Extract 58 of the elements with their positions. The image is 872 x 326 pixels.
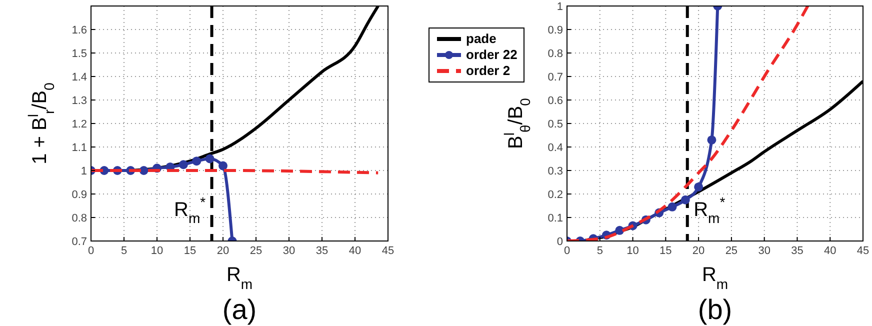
y-tick-label: 1: [80, 166, 87, 178]
x-tick-label: 25: [250, 245, 262, 257]
x-tick-label: 20: [216, 245, 230, 257]
x-tick-label: 35: [791, 245, 804, 257]
x-tick-label: 5: [596, 245, 603, 257]
x-tick-label: 40: [348, 245, 362, 257]
point: [139, 166, 148, 175]
x-tick-label: 45: [856, 245, 870, 257]
x-tick-label: 15: [184, 245, 196, 257]
x-axis-title: R$_{m}$: [702, 264, 728, 292]
x-tick-label: 40: [824, 245, 836, 257]
x-tick-label: 0: [88, 245, 94, 257]
y-tick-label: 0.2: [548, 189, 563, 201]
y-tick-label: 1: [556, 1, 563, 13]
y-tick-label: 0.7: [548, 72, 563, 84]
x-tick-label: 5: [120, 245, 128, 257]
x-tick-label: 20: [692, 245, 705, 257]
y-tick-label: 0.3: [548, 166, 563, 178]
x-tick-label: 10: [626, 245, 639, 257]
text: (b): [698, 294, 732, 325]
y-tick-label: 0.9: [72, 189, 87, 201]
y-tick-label: 0.4: [548, 142, 563, 154]
point: [615, 226, 624, 235]
legend-label: pade: [466, 31, 496, 46]
x-tick-label: 35: [316, 245, 328, 257]
y-tick-label: 1.1: [72, 142, 87, 154]
point: [668, 202, 677, 212]
x-tick-label: 15: [660, 245, 672, 257]
y-tick-label: 0.9: [548, 24, 563, 36]
x-tick-label: 25: [725, 245, 738, 257]
y-tick-label: 0: [556, 236, 563, 248]
legend-label: order 2: [466, 63, 510, 78]
text: (a): [222, 294, 257, 325]
y-tick-label: 1.5: [72, 48, 87, 60]
line-series: [567, 6, 810, 241]
x-tick-label: 10: [150, 245, 164, 257]
x-tick-label: 30: [758, 245, 770, 257]
y-tick-label: 1.4: [72, 72, 87, 84]
y-tick-label: 0.1: [548, 212, 563, 224]
y-tick-label: 0.6: [548, 95, 563, 107]
point: [680, 195, 690, 204]
y-tick-label: 1.3: [72, 95, 87, 107]
x-axis-title: R$_{m}$: [226, 264, 253, 292]
y-tick-label: 1.2: [72, 118, 87, 130]
point: [694, 182, 704, 192]
legend-label: order 22: [466, 47, 518, 62]
point: [178, 160, 188, 170]
point: [707, 135, 716, 144]
y-tick-label: 1.6: [72, 24, 87, 36]
point: [218, 161, 228, 170]
y-tick-label: 0.7: [72, 236, 87, 248]
y-tick-label: 0.5: [548, 118, 563, 130]
point: [205, 154, 214, 164]
y-tick-label: 0.8: [548, 48, 563, 60]
x-tick-label: 45: [382, 245, 394, 257]
x-tick-label: 30: [282, 245, 296, 257]
point: [192, 156, 202, 166]
y-tick-label: 0.8: [72, 212, 87, 224]
